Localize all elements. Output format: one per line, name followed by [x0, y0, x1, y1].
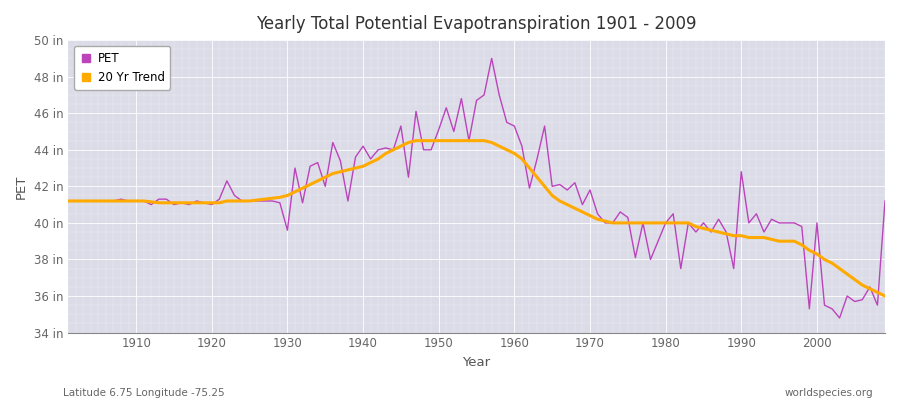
- PET: [508, 124, 519, 128]
- Line: 20 Yr Trend: 20 Yr Trend: [68, 141, 885, 296]
- Line: PET: PET: [68, 58, 885, 318]
- 20 Yr Trend: [517, 156, 527, 161]
- PET: [335, 158, 346, 163]
- PET: [123, 198, 134, 203]
- X-axis label: Year: Year: [463, 356, 491, 369]
- PET: [834, 316, 845, 320]
- PET: [63, 198, 74, 203]
- Text: Latitude 6.75 Longitude -75.25: Latitude 6.75 Longitude -75.25: [63, 388, 225, 398]
- Y-axis label: PET: PET: [15, 174, 28, 198]
- PET: [517, 144, 527, 148]
- Text: worldspecies.org: worldspecies.org: [785, 388, 873, 398]
- 20 Yr Trend: [879, 294, 890, 298]
- 20 Yr Trend: [608, 220, 618, 225]
- PET: [608, 220, 618, 225]
- PET: [486, 56, 497, 61]
- Title: Yearly Total Potential Evapotranspiration 1901 - 2009: Yearly Total Potential Evapotranspiratio…: [256, 15, 697, 33]
- PET: [879, 198, 890, 203]
- PET: [290, 166, 301, 170]
- 20 Yr Trend: [290, 190, 301, 194]
- 20 Yr Trend: [63, 198, 74, 203]
- Legend: PET, 20 Yr Trend: PET, 20 Yr Trend: [74, 46, 170, 90]
- 20 Yr Trend: [123, 198, 134, 203]
- 20 Yr Trend: [410, 138, 421, 143]
- 20 Yr Trend: [508, 151, 519, 156]
- 20 Yr Trend: [335, 169, 346, 174]
